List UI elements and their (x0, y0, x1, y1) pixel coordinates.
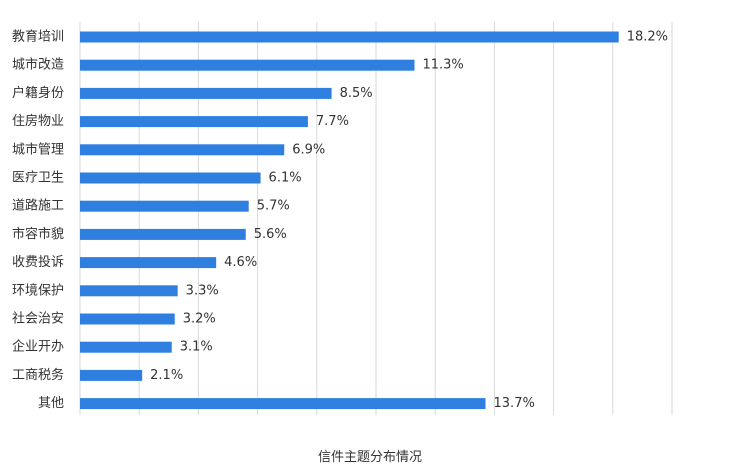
value-label: 7.7% (316, 114, 349, 129)
category-label: 企业开办 (12, 339, 64, 355)
value-label: 13.7% (494, 396, 535, 411)
category-label: 户籍身份 (12, 85, 64, 101)
bar (80, 200, 249, 212)
category-label: 环境保护 (12, 283, 64, 298)
value-label: 5.7% (257, 199, 290, 214)
bar (80, 369, 143, 381)
category-label: 社会治安 (12, 311, 64, 327)
value-label: 6.9% (292, 142, 325, 157)
value-label: 3.2% (183, 312, 216, 327)
x-axis-label: 信件主题分布情况 (317, 450, 422, 465)
value-label: 3.1% (180, 340, 213, 355)
bar (80, 341, 172, 353)
bar (80, 172, 261, 184)
category-label: 道路施工 (12, 198, 64, 214)
category-label: 教育培训 (12, 29, 64, 45)
value-label: 8.5% (340, 86, 373, 101)
category-label: 城市改造 (12, 57, 64, 73)
value-label: 2.1% (150, 368, 183, 383)
gridlines (79, 22, 673, 415)
value-label: 11.3% (422, 58, 463, 73)
category-label: 住房物业 (12, 113, 64, 129)
category-labels: 教育培训城市改造户籍身份住房物业城市管理医疗卫生道路施工市容市貌收费投诉环境保护… (12, 29, 64, 412)
value-label: 3.3% (186, 283, 219, 298)
value-label: 6.1% (269, 171, 302, 186)
category-label: 工商税务 (12, 367, 64, 383)
bar (80, 116, 308, 128)
category-label: 医疗卫生 (12, 171, 64, 186)
category-label: 市容市貌 (12, 226, 64, 242)
value-label: 4.6% (224, 255, 257, 270)
category-label: 城市管理 (12, 141, 64, 157)
value-labels: 18.2% 11.3% 8.5% 7.7% 6.9% 6.1% 5.7% 5.6% 4.6% 3.… (150, 30, 668, 412)
bar (80, 87, 332, 99)
value-label: 18.2% (627, 30, 668, 45)
bar (80, 228, 246, 240)
category-label: 收费投诉 (12, 254, 64, 270)
value-label: 5.6% (254, 227, 287, 242)
category-label: 其他 (38, 396, 64, 411)
bars (80, 31, 619, 410)
bar (80, 398, 486, 410)
bar (80, 313, 175, 325)
bar (80, 31, 619, 43)
bar (80, 59, 415, 71)
bar (80, 257, 217, 269)
bar (80, 144, 285, 156)
bar (80, 285, 178, 297)
